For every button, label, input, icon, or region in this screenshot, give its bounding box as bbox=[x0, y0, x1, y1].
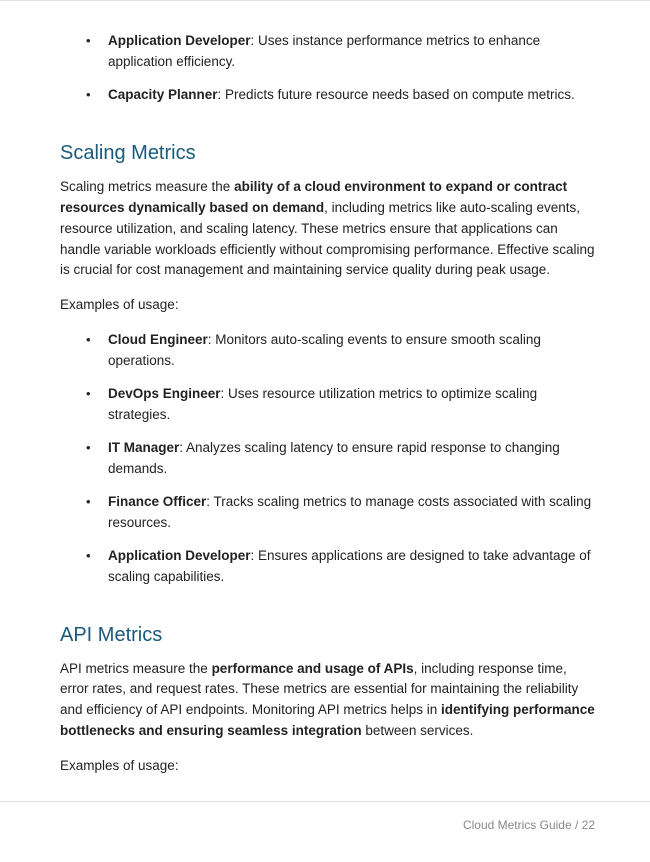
api-intro: API metrics measure the performance and … bbox=[60, 659, 595, 743]
list-item: Application Developer: Uses instance per… bbox=[100, 31, 595, 73]
role-label: Capacity Planner bbox=[108, 87, 218, 102]
list-item: Application Developer: Ensures applicati… bbox=[100, 546, 595, 588]
role-label: Application Developer bbox=[108, 33, 251, 48]
page-footer: Cloud Metrics Guide / 22 bbox=[0, 801, 650, 832]
list-item: Finance Officer: Tracks scaling metrics … bbox=[100, 492, 595, 534]
page-content: Application Developer: Uses instance per… bbox=[0, 1, 650, 777]
list-item: Capacity Planner: Predicts future resour… bbox=[100, 85, 595, 106]
role-label: IT Manager bbox=[108, 440, 179, 455]
intro-bold: performance and usage of APIs bbox=[212, 661, 414, 676]
intro-text: Scaling metrics measure the bbox=[60, 179, 234, 194]
top-bullet-list: Application Developer: Uses instance per… bbox=[60, 31, 595, 106]
role-label: DevOps Engineer bbox=[108, 386, 221, 401]
list-item: Cloud Engineer: Monitors auto-scaling ev… bbox=[100, 330, 595, 372]
examples-label: Examples of usage: bbox=[60, 295, 595, 316]
role-label: Application Developer bbox=[108, 548, 251, 563]
scaling-metrics-heading: Scaling Metrics bbox=[60, 138, 595, 169]
scaling-intro: Scaling metrics measure the ability of a… bbox=[60, 177, 595, 282]
examples-label: Examples of usage: bbox=[60, 756, 595, 777]
list-item: DevOps Engineer: Uses resource utilizati… bbox=[100, 384, 595, 426]
role-label: Cloud Engineer bbox=[108, 332, 208, 347]
role-desc: : Predicts future resource needs based o… bbox=[218, 87, 575, 102]
intro-text: between services. bbox=[362, 723, 474, 738]
api-metrics-heading: API Metrics bbox=[60, 620, 595, 651]
role-label: Finance Officer bbox=[108, 494, 206, 509]
intro-text: API metrics measure the bbox=[60, 661, 212, 676]
list-item: IT Manager: Analyzes scaling latency to … bbox=[100, 438, 595, 480]
footer-text: Cloud Metrics Guide / 22 bbox=[463, 818, 595, 832]
scaling-bullet-list: Cloud Engineer: Monitors auto-scaling ev… bbox=[60, 330, 595, 587]
